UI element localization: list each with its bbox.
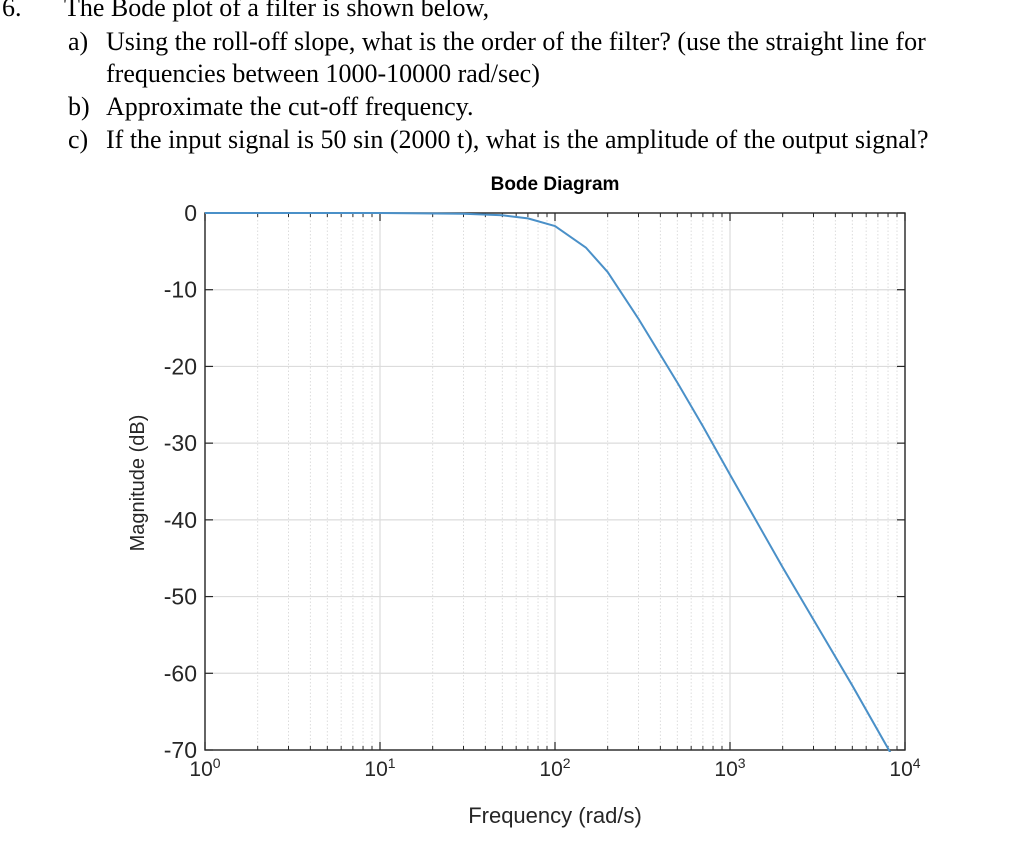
grid [204,212,906,751]
part-c-text: If the input signal is 50 sin (2000 t), … [106,125,929,154]
x-tick-label: 102 [539,755,570,781]
part-b-text: Approximate the cut-off frequency. [106,92,474,121]
part-c-label: c) [68,125,89,154]
y-tick-label: -70 [164,737,197,763]
part-a-text-line1: Using the roll-off slope, what is the or… [106,27,926,56]
x-tick-label: 103 [714,755,745,781]
part-a-text-line2: frequencies between 1000-10000 rad/sec) [106,59,540,88]
y-tick-label: -10 [164,277,197,303]
y-tick-label: -30 [164,430,197,456]
part-a-label: a) [68,27,89,56]
bode-chart: 100 101 102 103 104 0 -10 -20 -30 -40 -50 -60 -70 Bo… [127,174,921,828]
question-number: 6. [2,0,22,22]
y-tick-label: -50 [164,584,197,610]
chart-title: Bode Diagram [491,174,620,195]
series-layer [205,212,892,752]
y-tick-label: 0 [184,200,197,226]
part-b-label: b) [68,92,90,121]
x-tick-label: 104 [889,755,920,781]
y-axis-label: Magnitude (dB) [127,415,149,552]
y-tick-label: -40 [164,507,197,533]
x-axis-label: Frequency (rad/s) [468,803,642,828]
magnitude-series-line [205,212,892,752]
x-tick-label: 101 [364,755,395,781]
y-tick-label: -20 [164,353,197,379]
x-tick-label: 100 [189,755,220,781]
tick-labels: 100 101 102 103 104 0 -10 -20 -30 -40 -50 -60 -70 [164,200,921,781]
question-heading: The Bode plot of a filter is shown below… [64,0,490,22]
y-tick-label: -60 [164,660,197,686]
